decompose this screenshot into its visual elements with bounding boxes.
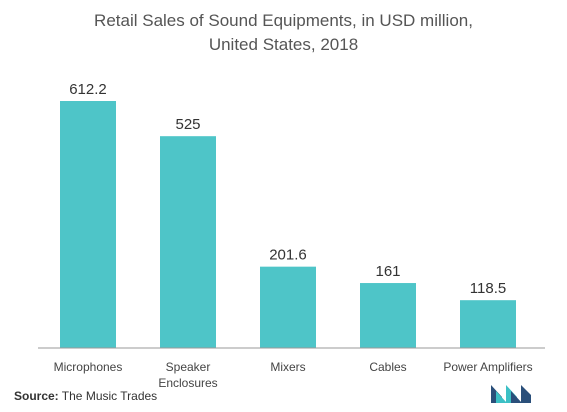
bar-1 <box>160 136 216 348</box>
value-label-3: 161 <box>375 263 400 280</box>
bar-0 <box>60 101 116 348</box>
source-note: Source: The Music Trades <box>14 389 157 403</box>
chart-title-line-1: Retail Sales of Sound Equipments, in USD… <box>94 11 473 30</box>
category-label-2: Mixers <box>270 360 305 374</box>
bars-group: 612.2 Microphones 525 Speaker Enclosures 201.… <box>54 81 533 390</box>
category-label-1-line-0: Speaker <box>166 360 211 374</box>
value-label-4: 118.5 <box>470 280 506 297</box>
category-label-4: Power Amplifiers <box>443 360 532 374</box>
source-text: The Music Trades <box>58 389 158 403</box>
mordor-intelligence-logo-icon <box>491 385 531 403</box>
chart-title-line-2: United States, 2018 <box>209 35 358 54</box>
value-label-0: 612.2 <box>69 81 107 98</box>
category-label-3: Cables <box>369 360 406 374</box>
category-label-0: Microphones <box>54 360 123 374</box>
source-label: Source: <box>14 389 59 403</box>
value-label-1: 525 <box>175 116 200 133</box>
category-label-1-line-1: Enclosures <box>158 376 217 390</box>
bar-3 <box>360 283 416 348</box>
bar-4 <box>460 300 516 348</box>
bar-2 <box>260 266 316 348</box>
value-label-2: 201.6 <box>269 247 307 264</box>
